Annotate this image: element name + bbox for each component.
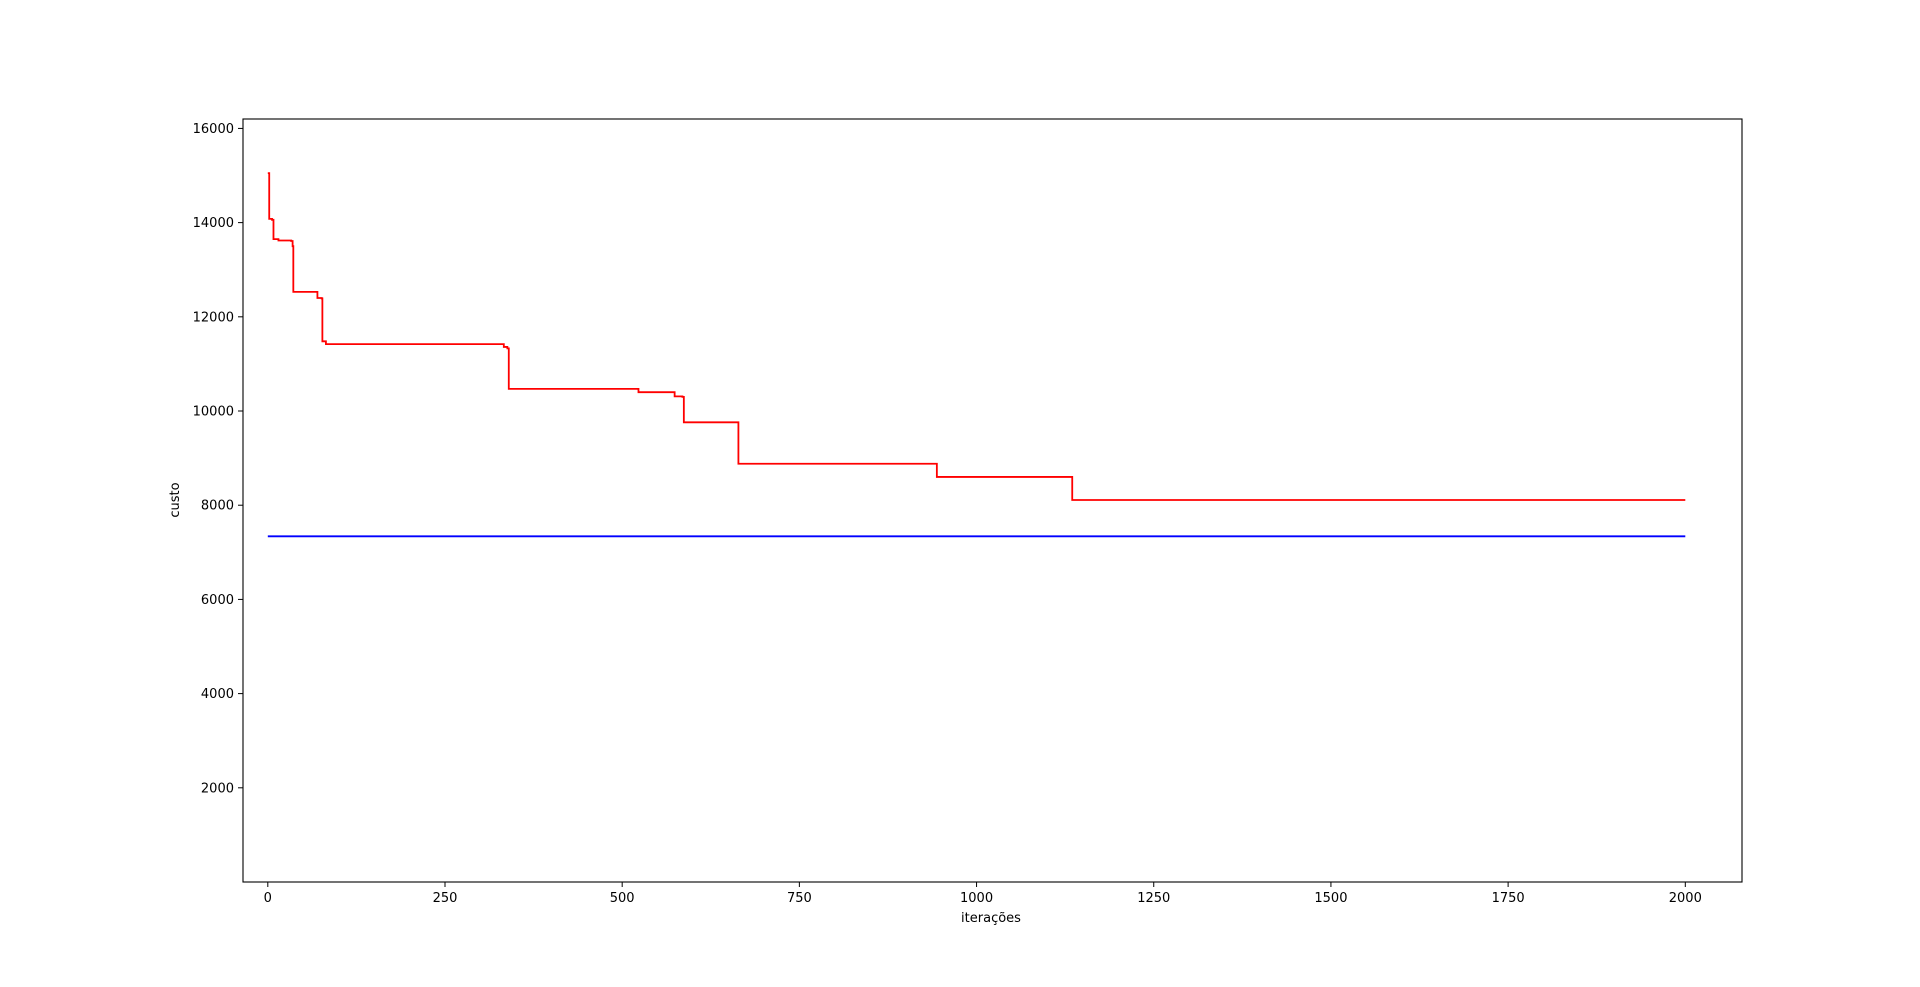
y-tick-label: 2000 [201,781,234,796]
x-tick-label: 750 [787,891,812,906]
plot-area-frame [242,118,1743,883]
y-tick-label: 6000 [201,593,234,608]
y-tick-label: 14000 [193,216,234,231]
series-layer [267,172,1686,538]
x-axis-label: iterações [961,911,1021,926]
y-tick-label: 4000 [201,687,234,702]
x-tick-label: 2000 [1669,891,1702,906]
y-axis: 2000 4000 6000 8000 10000 12000 14000 16000 [193,122,243,796]
y-tick-label: 12000 [193,310,234,325]
x-axis: 0 250 500 750 1000 1250 1500 1750 2000 [264,882,1702,906]
x-tick-label: 1500 [1314,891,1347,906]
x-tick-label: 500 [610,891,635,906]
series-line-0 [267,172,1686,501]
x-tick-label: 1750 [1492,891,1525,906]
x-tick-label: 1000 [960,891,993,906]
y-tick-label: 16000 [193,122,234,137]
y-tick-label: 8000 [201,499,234,514]
y-axis-label: custo [168,482,183,517]
y-tick-label: 10000 [193,405,234,420]
x-tick-label: 1250 [1137,891,1170,906]
x-tick-label: 0 [264,891,272,906]
x-tick-label: 250 [433,891,458,906]
